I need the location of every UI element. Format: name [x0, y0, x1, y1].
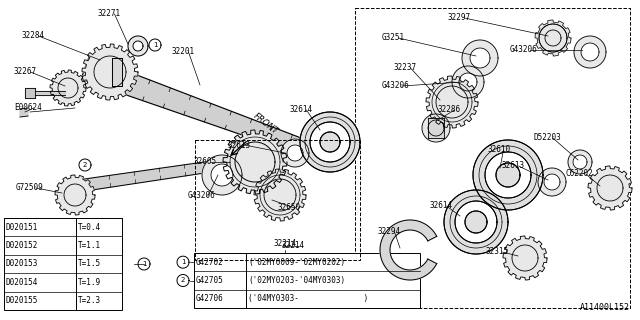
Text: T=0.4: T=0.4 [78, 223, 101, 232]
Text: G42702: G42702 [196, 258, 224, 267]
Polygon shape [287, 145, 303, 161]
Polygon shape [503, 236, 547, 280]
Text: G43206: G43206 [188, 191, 216, 201]
Polygon shape [55, 175, 95, 215]
Text: 32214: 32214 [273, 239, 296, 248]
Polygon shape [581, 43, 599, 61]
Text: 32237: 32237 [394, 63, 417, 73]
Bar [194, 253, 420, 308]
Text: G43206: G43206 [510, 45, 538, 54]
Polygon shape [544, 174, 560, 190]
Polygon shape [574, 36, 606, 68]
Polygon shape [133, 41, 143, 51]
Text: 32605: 32605 [193, 157, 216, 166]
Polygon shape [452, 66, 484, 98]
Text: ('04MY0303-              ): ('04MY0303- ) [248, 294, 368, 303]
Text: 32201: 32201 [172, 47, 195, 57]
Text: G42706: G42706 [196, 294, 224, 303]
Text: 32294: 32294 [378, 228, 401, 236]
Polygon shape [128, 36, 148, 56]
Polygon shape [496, 163, 520, 187]
Text: 1: 1 [153, 42, 157, 48]
Polygon shape [422, 114, 450, 142]
Polygon shape [25, 88, 35, 98]
Text: 32650: 32650 [278, 204, 301, 212]
Polygon shape [310, 122, 350, 162]
Text: 32610: 32610 [487, 146, 510, 155]
Text: 1: 1 [141, 261, 147, 267]
Polygon shape [485, 152, 531, 198]
Polygon shape [428, 120, 444, 136]
Polygon shape [444, 190, 508, 254]
Polygon shape [35, 91, 65, 95]
Polygon shape [84, 147, 311, 191]
Polygon shape [535, 20, 571, 56]
Text: 32315: 32315 [486, 247, 509, 257]
Text: T=2.3: T=2.3 [78, 296, 101, 305]
Text: 32297: 32297 [448, 13, 471, 22]
Bar [4, 218, 122, 310]
Text: ('02MY0009-'02MY0202): ('02MY0009-'02MY0202) [248, 258, 345, 267]
Text: D020153: D020153 [6, 260, 38, 268]
Polygon shape [473, 140, 543, 210]
Text: D020154: D020154 [6, 278, 38, 287]
Text: D020155: D020155 [6, 296, 38, 305]
Text: G3251: G3251 [382, 34, 405, 43]
Polygon shape [568, 150, 592, 174]
Text: G43206: G43206 [382, 82, 410, 91]
Polygon shape [455, 201, 497, 243]
Polygon shape [538, 168, 566, 196]
Text: 1: 1 [180, 259, 185, 265]
Text: D52203: D52203 [533, 133, 561, 142]
Text: ('02MY0203-'04MY0303): ('02MY0203-'04MY0303) [248, 276, 345, 285]
Text: 32267: 32267 [14, 68, 37, 76]
Text: 32613: 32613 [228, 140, 251, 149]
Polygon shape [211, 164, 233, 186]
Polygon shape [281, 139, 309, 167]
Text: T=1.5: T=1.5 [78, 260, 101, 268]
Text: D020152: D020152 [6, 241, 38, 250]
Text: D020151: D020151 [6, 223, 38, 232]
Text: 32613: 32613 [502, 162, 525, 171]
Polygon shape [254, 169, 306, 221]
Text: 32286: 32286 [438, 106, 461, 115]
Text: C62202: C62202 [566, 170, 594, 179]
Text: T=1.9: T=1.9 [78, 278, 101, 287]
Polygon shape [426, 76, 478, 128]
Text: G42705: G42705 [196, 276, 224, 285]
Text: A11400L152: A11400L152 [580, 303, 630, 312]
Text: 2: 2 [181, 277, 185, 284]
Text: E00624: E00624 [14, 103, 42, 113]
Bar [195, 140, 360, 260]
Polygon shape [112, 58, 122, 86]
Polygon shape [428, 118, 444, 138]
Polygon shape [82, 44, 138, 100]
Text: T=1.1: T=1.1 [78, 241, 101, 250]
Polygon shape [459, 73, 477, 91]
Polygon shape [223, 130, 287, 194]
Polygon shape [462, 40, 498, 76]
Polygon shape [573, 155, 587, 169]
Text: 32284: 32284 [22, 31, 45, 41]
Polygon shape [202, 155, 242, 195]
Polygon shape [470, 48, 490, 68]
Text: 32614: 32614 [430, 202, 453, 211]
Polygon shape [588, 166, 632, 210]
Text: 32271: 32271 [98, 10, 121, 19]
Text: 2: 2 [83, 162, 87, 168]
Text: 32214: 32214 [282, 242, 305, 251]
Polygon shape [539, 24, 567, 52]
Text: 32614: 32614 [290, 106, 313, 115]
Polygon shape [20, 108, 28, 117]
Text: FRONT: FRONT [252, 111, 280, 136]
Text: G72509: G72509 [16, 183, 44, 193]
Polygon shape [300, 112, 360, 172]
Polygon shape [81, 57, 313, 157]
Polygon shape [380, 220, 436, 280]
Polygon shape [465, 211, 487, 233]
Polygon shape [545, 30, 561, 46]
Polygon shape [320, 132, 340, 152]
Polygon shape [50, 70, 86, 106]
